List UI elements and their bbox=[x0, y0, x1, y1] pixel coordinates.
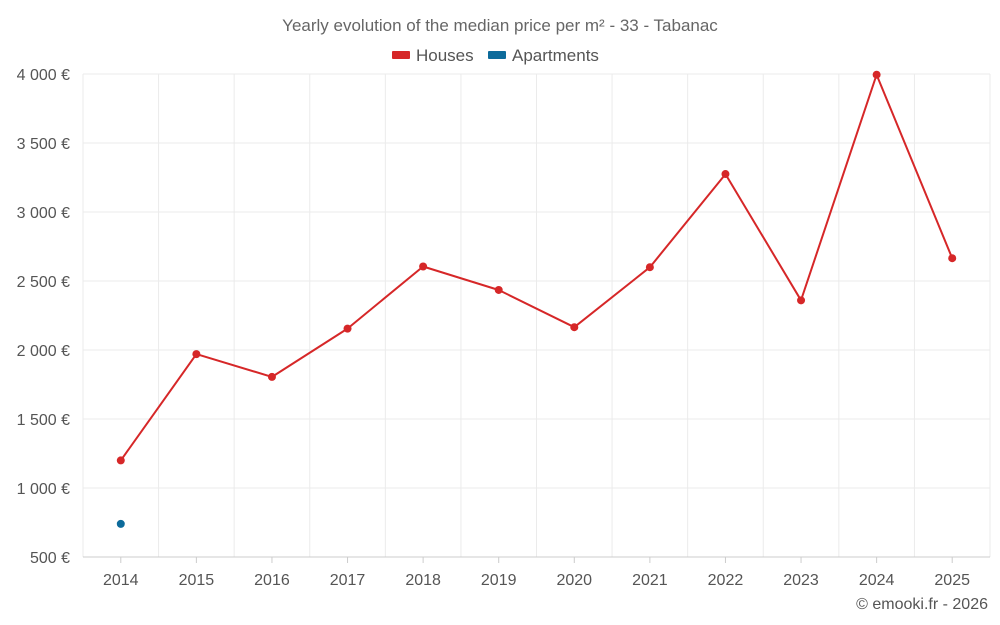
legend: Houses Apartments bbox=[392, 46, 599, 65]
data-point-houses[interactable] bbox=[872, 70, 881, 79]
legend-item-houses[interactable]: Houses bbox=[392, 46, 474, 65]
x-tick-label: 2018 bbox=[405, 572, 441, 589]
data-point-houses[interactable] bbox=[116, 456, 125, 465]
data-point-apartments[interactable] bbox=[116, 519, 125, 528]
x-tick-label: 2017 bbox=[330, 572, 366, 589]
data-point-houses[interactable] bbox=[721, 170, 730, 179]
data-point-houses[interactable] bbox=[948, 254, 957, 263]
y-tick-label: 2 000 € bbox=[17, 343, 70, 360]
legend-label-houses: Houses bbox=[416, 46, 474, 65]
x-tick-label: 2025 bbox=[934, 572, 970, 589]
data-point-houses[interactable] bbox=[192, 350, 201, 359]
data-point-houses[interactable] bbox=[267, 372, 276, 381]
y-tick-label: 2 500 € bbox=[17, 274, 70, 291]
legend-swatch-apartments bbox=[488, 51, 506, 59]
data-point-houses[interactable] bbox=[343, 324, 352, 333]
data-point-houses[interactable] bbox=[494, 285, 503, 294]
data-point-houses[interactable] bbox=[419, 262, 428, 271]
x-axis: 2014 2015 2016 2017 2018 2019 2020 2021 2022 2023… bbox=[83, 556, 990, 589]
y-tick-label: 500 € bbox=[30, 550, 70, 567]
x-tick-label: 2024 bbox=[859, 572, 895, 589]
series-line-houses bbox=[119, 73, 954, 461]
legend-item-apartments[interactable]: Apartments bbox=[488, 46, 599, 65]
data-point-houses[interactable] bbox=[645, 263, 654, 272]
series-apartments bbox=[116, 519, 125, 528]
legend-swatch-houses bbox=[392, 51, 410, 59]
x-tick-label: 2023 bbox=[783, 572, 819, 589]
y-axis: 500 € 1 000 € 1 500 € 2 000 € 2 500 € 3 000 €… bbox=[17, 67, 70, 567]
y-tick-label: 3 500 € bbox=[17, 136, 70, 153]
x-tick-label: 2019 bbox=[481, 572, 517, 589]
chart-title: Yearly evolution of the median price per… bbox=[282, 16, 718, 35]
y-tick-label: 4 000 € bbox=[17, 67, 70, 84]
y-tick-label: 1 000 € bbox=[17, 481, 70, 498]
x-tick-label: 2016 bbox=[254, 572, 290, 589]
x-tick-label: 2020 bbox=[556, 572, 592, 589]
series bbox=[116, 70, 957, 528]
legend-label-apartments: Apartments bbox=[512, 46, 599, 65]
data-point-houses[interactable] bbox=[570, 323, 579, 332]
y-tick-label: 1 500 € bbox=[17, 412, 70, 429]
x-tick-label: 2022 bbox=[708, 572, 744, 589]
x-tick-label: 2021 bbox=[632, 572, 668, 589]
x-tick-label: 2015 bbox=[179, 572, 215, 589]
credit-text: © emooki.fr - 2026 bbox=[856, 596, 988, 613]
data-point-houses[interactable] bbox=[797, 296, 806, 305]
grid bbox=[82, 73, 991, 557]
x-tick-label: 2014 bbox=[103, 572, 139, 589]
y-tick-label: 3 000 € bbox=[17, 205, 70, 222]
series-houses bbox=[116, 70, 957, 465]
